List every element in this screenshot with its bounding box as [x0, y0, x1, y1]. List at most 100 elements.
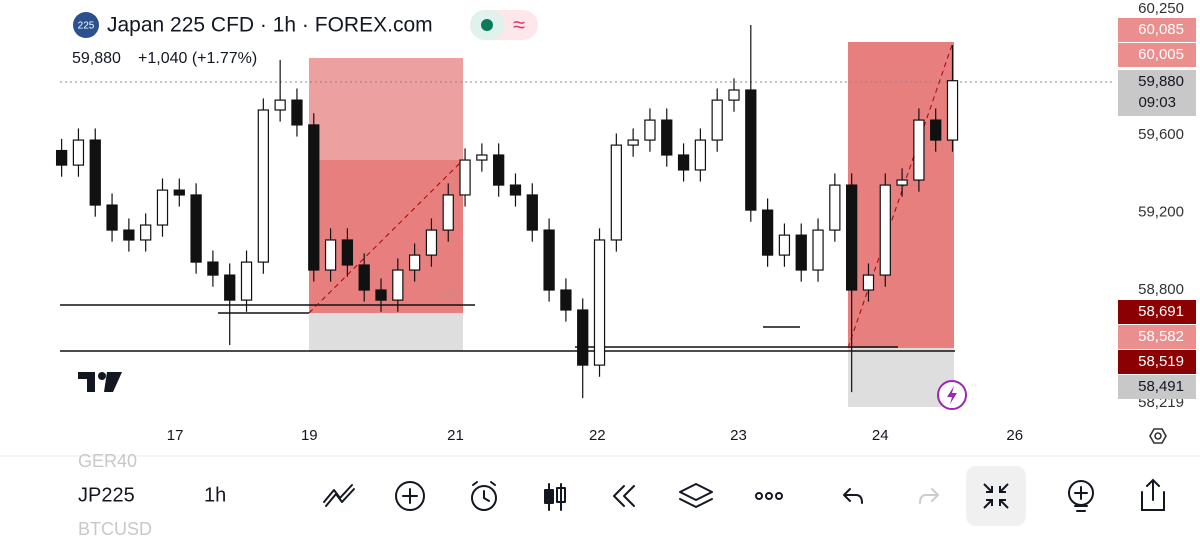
candle-body: [123, 229, 135, 241]
price-label: [1118, 18, 1196, 42]
candle-body: [610, 144, 622, 241]
candle-body: [896, 179, 908, 186]
plus-icon: [402, 488, 418, 504]
symbol-above[interactable]: GER40: [78, 451, 137, 471]
alarm[interactable]: [471, 485, 497, 511]
drawing-tool[interactable]: [323, 484, 355, 507]
x-tick-label: 23: [730, 427, 747, 444]
price-label: [1118, 375, 1196, 399]
candle-body: [711, 99, 723, 141]
candle-body: [89, 139, 101, 206]
layers[interactable]: [679, 483, 713, 508]
candle-body: [543, 229, 555, 291]
price-label-text: 58,582: [1138, 328, 1184, 345]
fullscreen-icon: [983, 483, 1009, 509]
more-dot[interactable]: [755, 492, 763, 500]
candle-body: [493, 154, 505, 186]
price-label: [1118, 43, 1196, 67]
more-dot: [775, 492, 783, 500]
x-tick-label: 21: [447, 427, 464, 444]
candle-body: [72, 139, 85, 166]
y-tick-label: 60,250: [1138, 0, 1184, 17]
candle-body: [308, 124, 320, 271]
fullscreen-button[interactable]: [966, 466, 1026, 526]
candle-body: [140, 224, 152, 241]
candle-body: [913, 119, 925, 181]
candle-body: [207, 261, 219, 276]
replay[interactable]: [613, 485, 635, 507]
settings-icon: [1154, 432, 1162, 440]
candle-body: [728, 89, 740, 101]
candle-body: [274, 99, 286, 111]
candle-body: [560, 289, 572, 311]
candle-body: [795, 234, 807, 271]
undo[interactable]: [843, 488, 863, 504]
x-tick-label: 24: [872, 427, 889, 444]
candle-body: [745, 89, 757, 211]
candle-body: [778, 234, 791, 256]
add-indicator[interactable]: [395, 481, 425, 511]
candle-body: [442, 194, 454, 231]
candle-body: [358, 264, 370, 291]
alarm-icon: [472, 481, 496, 502]
ideas-icon: [1074, 486, 1088, 512]
symbol-below[interactable]: BTCUSD: [78, 519, 152, 539]
path-line: [308, 159, 464, 314]
candle-body: [106, 204, 118, 231]
candle-body: [677, 154, 690, 171]
x-tick-label: 19: [301, 427, 318, 444]
candle-body: [509, 184, 522, 196]
more-dot: [765, 492, 773, 500]
candle-body: [846, 184, 858, 291]
y-tick-label: 59,600: [1138, 126, 1184, 143]
candle-body: [862, 274, 875, 291]
candle-body: [224, 274, 236, 301]
candle-body: [829, 184, 841, 231]
candle-body: [526, 194, 538, 231]
y-tick-label: 59,200: [1138, 204, 1184, 221]
settings-button[interactable]: [1149, 428, 1167, 444]
candle-body: [341, 239, 354, 266]
candle-body: [476, 154, 488, 161]
candle-body: [190, 194, 202, 263]
candle-body: [879, 184, 891, 276]
x-tick-label: 22: [589, 427, 606, 444]
candle-body: [577, 309, 589, 366]
y-tick-label: 58,800: [1138, 281, 1184, 298]
candle-body: [240, 261, 253, 301]
price-label-text: 60,005: [1138, 46, 1184, 63]
interval[interactable]: 1h: [204, 484, 226, 506]
candle-body: [257, 109, 269, 263]
candle-body: [459, 159, 471, 196]
price-label-text: 59,880: [1138, 73, 1184, 90]
candle-body: [946, 80, 959, 141]
share[interactable]: [1141, 478, 1165, 511]
symbol-logo: [73, 12, 99, 38]
stop-zone: [309, 313, 463, 351]
candle-body: [661, 119, 673, 156]
price-label-text: 58,691: [1138, 303, 1184, 320]
drawings: DRD: [60, 41, 1115, 407]
price-change: +1,040 (+1.77%): [138, 50, 257, 67]
symbol[interactable]: JP225: [78, 484, 135, 506]
price-label-text: 58,519: [1138, 353, 1184, 370]
stop-zone: [848, 348, 954, 407]
candle-body: [291, 99, 303, 126]
candle-body: [173, 189, 185, 196]
status-icon: ≈: [513, 12, 525, 37]
candle-body: [375, 289, 387, 301]
redo[interactable]: [919, 488, 939, 504]
candle-body: [55, 149, 68, 166]
price-label: [1118, 350, 1196, 374]
x-tick-label: 17: [167, 427, 184, 444]
x-tick-label: 26: [1006, 427, 1023, 444]
symbol-title[interactable]: Japan 225 CFD · 1h · FOREX.com: [107, 14, 433, 37]
tv-logo: [78, 372, 122, 392]
candle-body: [593, 239, 606, 366]
candles: [55, 25, 959, 399]
target-zone: [848, 42, 954, 348]
candle-body: [392, 269, 404, 301]
candle-body: [324, 239, 337, 271]
watermark: DRD: [438, 289, 462, 301]
